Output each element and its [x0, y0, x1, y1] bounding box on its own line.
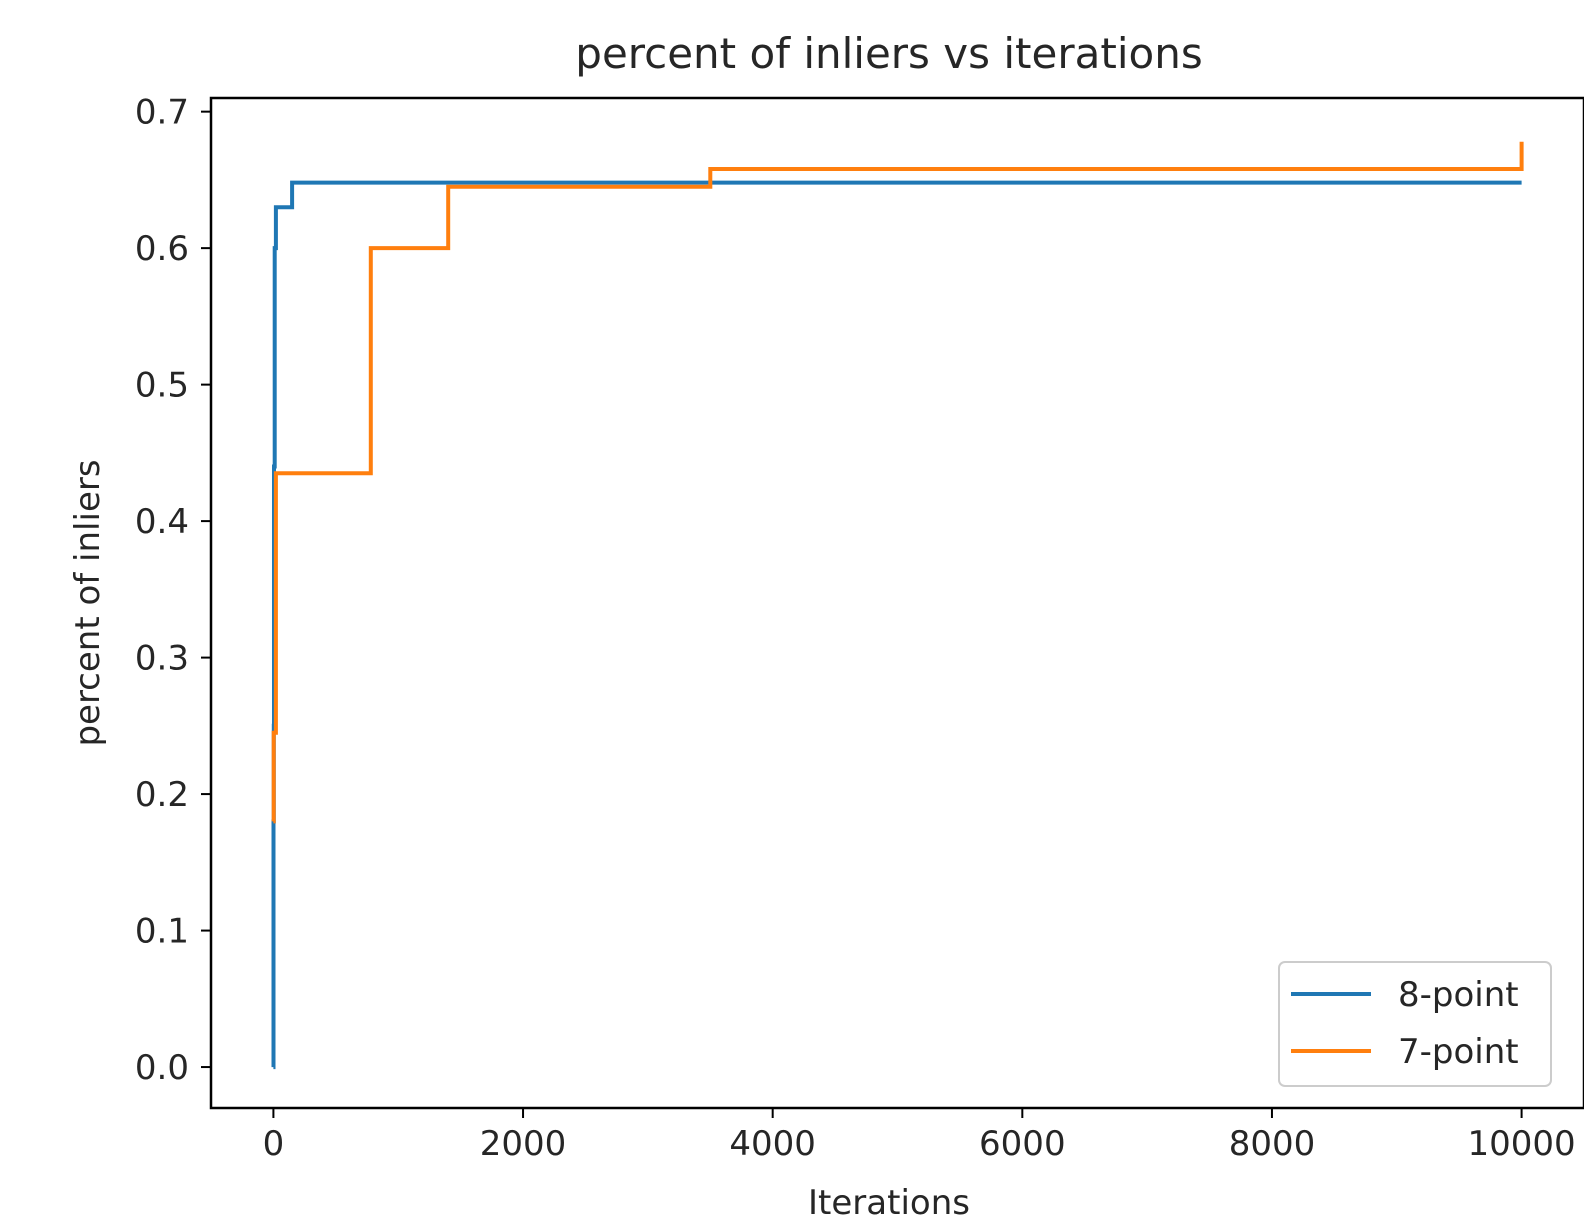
y-tick-label: 0.1	[135, 912, 189, 952]
y-tick-label: 0.6	[135, 229, 189, 269]
legend-label-7-point: 7-point	[1398, 1032, 1519, 1072]
x-axis-label: Iterations	[808, 1183, 970, 1222]
y-ticks: 0.0 0.1 0.2 0.3 0.4 0.5 0.6 0.7	[135, 93, 211, 1088]
legend-label-8-point: 8-point	[1398, 975, 1519, 1015]
y-tick-label: 0.4	[135, 502, 189, 542]
series-line-7-point	[271, 141, 1524, 824]
legend: 8-point 7-point	[1278, 961, 1552, 1087]
x-tick-label: 4000	[729, 1124, 816, 1164]
y-axis-label: percent of inliers	[68, 459, 108, 746]
x-ticks: 0 2000 4000 6000 8000 10000	[263, 1108, 1576, 1164]
y-tick-label: 0.3	[135, 639, 189, 679]
plot-frame	[209, 96, 1584, 1110]
chart-title: percent of inliers vs iterations	[575, 29, 1202, 78]
x-tick-label: 10000	[1468, 1124, 1576, 1164]
x-tick-label: 6000	[979, 1124, 1066, 1164]
y-tick-label: 0.2	[135, 775, 189, 815]
x-tick-label: 2000	[480, 1124, 567, 1164]
y-tick-label: 0.7	[135, 93, 189, 133]
y-tick-label: 0.5	[135, 366, 189, 406]
y-tick-label: 0.0	[135, 1048, 189, 1088]
series-line-8-point	[271, 180, 1522, 1070]
x-tick-label: 0	[263, 1124, 285, 1164]
x-tick-label: 8000	[1229, 1124, 1316, 1164]
series-layer	[271, 141, 1524, 1070]
